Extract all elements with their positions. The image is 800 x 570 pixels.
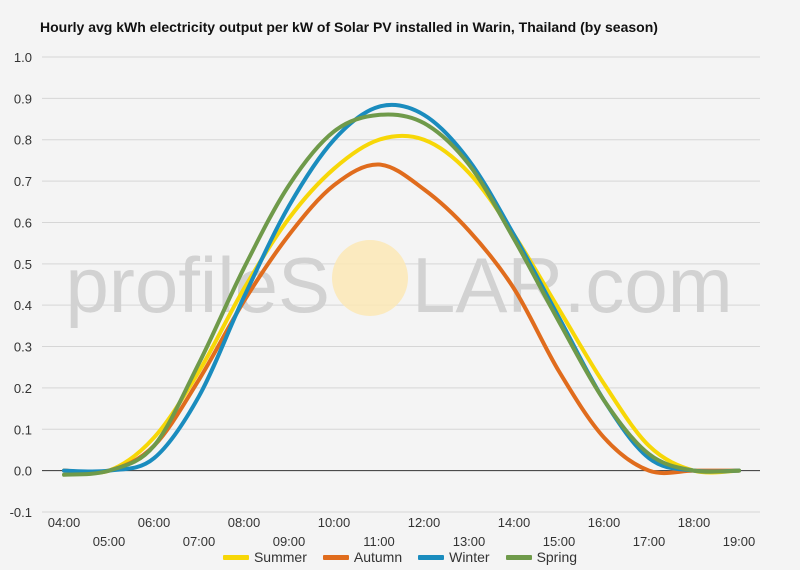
y-tick-label: 1.0 — [14, 50, 32, 65]
x-tick-label: 12:00 — [408, 515, 441, 530]
y-tick-label: 0.1 — [14, 422, 32, 437]
grid-lines — [42, 56, 760, 513]
watermark-text-left: profileS — [66, 241, 330, 329]
x-axis-ticks: 04:00 05:00 06:00 07:00 08:00 09:00 10:00 11:00… — [48, 515, 756, 549]
y-tick-label: 0.8 — [14, 133, 32, 148]
x-tick-label: 11:00 — [363, 534, 395, 549]
x-tick-label: 15:00 — [543, 534, 576, 549]
x-tick-label: 10:00 — [318, 515, 351, 530]
x-tick-label: 09:00 — [273, 534, 306, 549]
x-tick-label: 13:00 — [453, 534, 486, 549]
legend-swatch — [418, 554, 445, 560]
watermark-text-right: LAR.com — [412, 241, 733, 329]
legend-label: Autumn — [353, 549, 403, 565]
y-tick-label: 0.0 — [14, 464, 32, 479]
x-tick-label: 14:00 — [498, 515, 531, 530]
y-tick-label: 0.5 — [14, 257, 32, 272]
y-tick-label: 0.3 — [14, 340, 32, 355]
y-axis-ticks: -0.1 0.0 0.1 0.2 0.3 0.4 0.5 0.6 0.7 0.8 0.9 1.0 — [10, 50, 32, 520]
legend-item-spring[interactable]: Spring — [505, 549, 578, 565]
legend-swatch — [322, 554, 349, 560]
chart-title: Hourly avg kWh electricity output per kW… — [40, 19, 658, 35]
legend-label: Summer — [253, 549, 307, 565]
watermark: profileS LAR.com — [66, 240, 733, 329]
series-lines — [62, 102, 741, 477]
legend-label: Winter — [449, 549, 490, 565]
legend-label: Spring — [536, 549, 578, 565]
x-tick-label: 05:00 — [93, 534, 126, 549]
x-tick-label: 07:00 — [183, 534, 216, 549]
legend-item-autumn[interactable]: Autumn — [322, 549, 403, 565]
y-tick-label: 0.9 — [14, 91, 32, 106]
x-tick-label: 08:00 — [228, 515, 261, 530]
series-line-spring — [62, 112, 741, 477]
series-line-autumn — [62, 162, 741, 476]
y-tick-label: -0.1 — [10, 505, 32, 520]
y-tick-label: 0.2 — [14, 381, 32, 396]
y-tick-label: 0.4 — [14, 298, 32, 313]
x-tick-label: 04:00 — [48, 515, 81, 530]
legend-swatch — [222, 554, 249, 560]
legend-item-summer[interactable]: Summer — [222, 549, 307, 565]
x-tick-label: 18:00 — [678, 515, 711, 530]
x-tick-label: 17:00 — [633, 534, 666, 549]
y-tick-label: 0.7 — [14, 174, 32, 189]
x-tick-label: 16:00 — [588, 515, 621, 530]
watermark-sun-icon — [332, 240, 408, 316]
x-tick-label: 19:00 — [723, 534, 756, 549]
x-tick-label: 06:00 — [138, 515, 171, 530]
legend-swatch — [505, 554, 532, 560]
legend: Summer Autumn Winter Spring — [0, 549, 800, 565]
legend-item-winter[interactable]: Winter — [418, 549, 490, 565]
y-tick-label: 0.6 — [14, 215, 32, 230]
